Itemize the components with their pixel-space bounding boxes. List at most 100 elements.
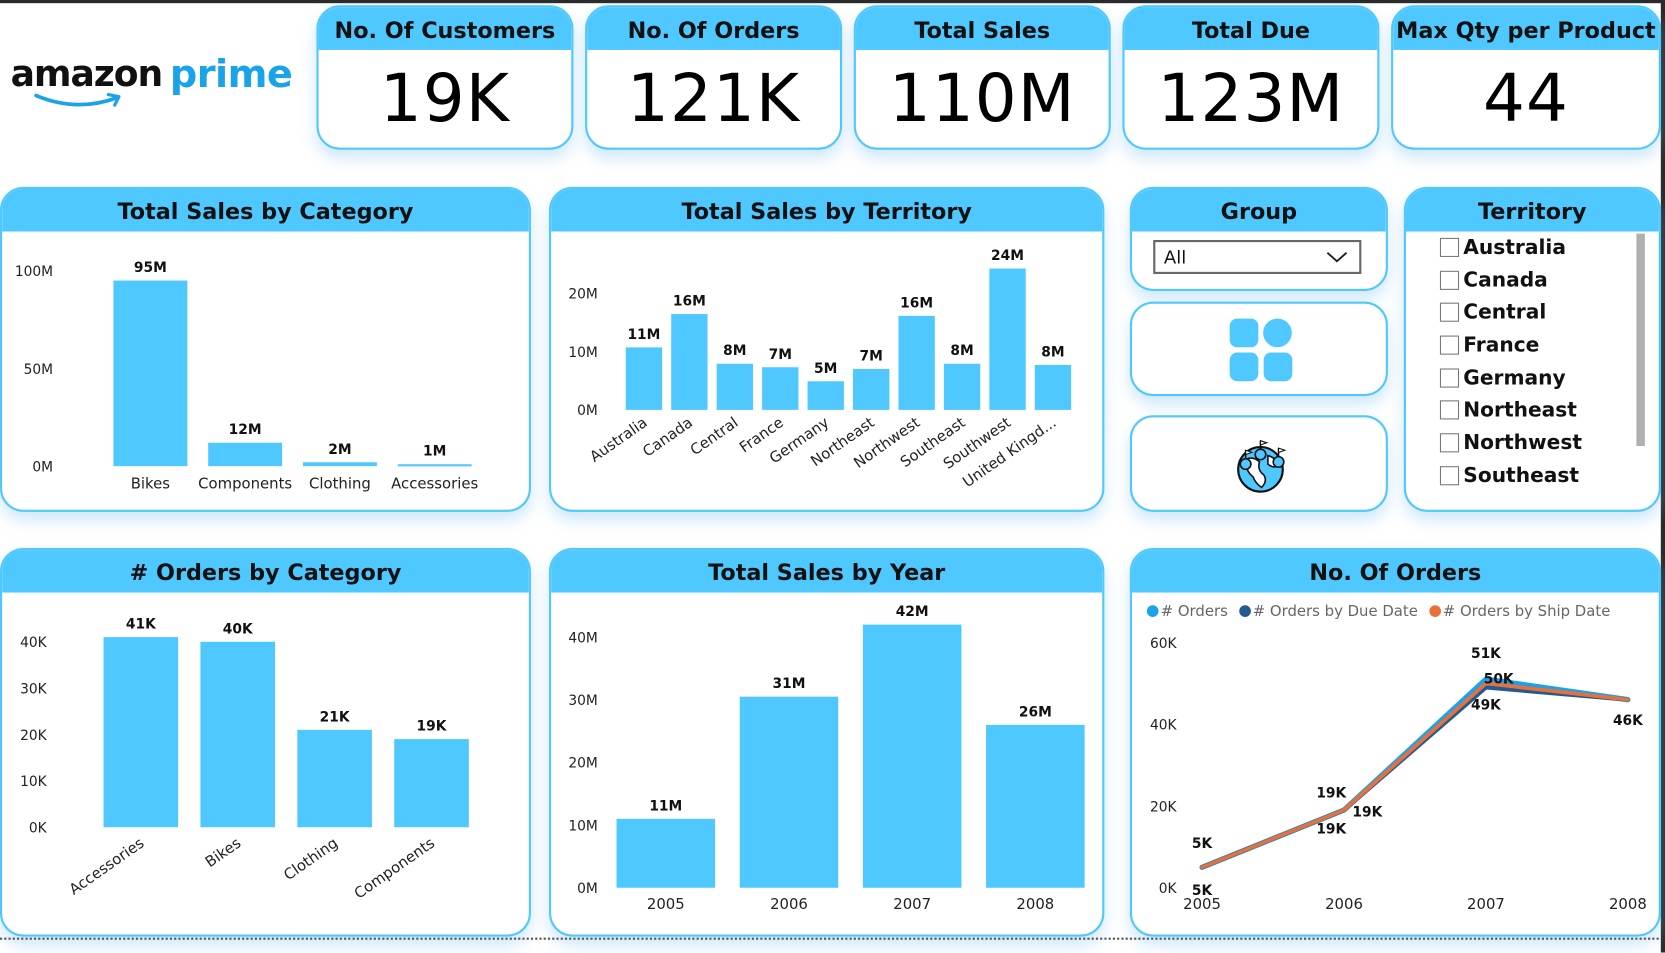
territory-label: Northeast	[1463, 398, 1577, 423]
legend-label: # Orders	[1160, 603, 1228, 621]
orders-by-category-chart: 0K 10K 20K 30K 40K 41K Accessories 40K Bikes 21K C…	[20, 617, 469, 902]
y-tick-label: 100M	[15, 264, 53, 280]
chart-title: Total Sales by Territory	[551, 189, 1103, 232]
chart-title: # Orders by Category	[2, 550, 529, 593]
data-label: 40K	[223, 621, 254, 637]
chart-title: Total Sales by Year	[551, 550, 1103, 593]
data-label: 1M	[423, 444, 446, 460]
y-tick-label: 0M	[32, 459, 53, 475]
legend-item-ship-date[interactable]: # Orders by Ship Date	[1428, 603, 1610, 620]
kpi-value: 19K	[379, 59, 511, 137]
y-tick-label: 50M	[24, 362, 53, 378]
checkbox[interactable]	[1439, 237, 1460, 257]
data-label: 50K	[1484, 671, 1515, 687]
amazon-prime-logo: amazon prime	[11, 53, 298, 117]
territory-item-northwest[interactable]: Northwest	[1406, 429, 1659, 462]
legend-item-due-date[interactable]: # Orders by Due Date	[1238, 603, 1418, 621]
window-right-border	[1660, 0, 1665, 953]
data-label: 2M	[328, 442, 351, 458]
data-label: 8M	[1041, 344, 1064, 360]
x-category-label: Clothing	[280, 834, 341, 884]
kpi-card-customers: No. Of Customers 19K	[316, 5, 574, 150]
y-tick-label: 10M	[568, 818, 597, 834]
x-category-label: Clothing	[309, 474, 371, 492]
series-line-2	[1200, 681, 1630, 870]
bar	[671, 314, 708, 410]
checkbox[interactable]	[1439, 270, 1460, 290]
legend-dot-icon	[1238, 605, 1251, 617]
y-tick-label: 10K	[20, 774, 48, 790]
data-label: 24M	[991, 248, 1024, 264]
nav-button-overview[interactable]	[1129, 301, 1388, 397]
kpi-title: No. Of Customers	[318, 7, 572, 50]
bar	[986, 724, 1085, 888]
series-line-0	[1199, 676, 1631, 870]
legend-item-orders[interactable]: # Orders	[1146, 603, 1228, 621]
checkbox[interactable]	[1439, 303, 1460, 323]
checkbox[interactable]	[1439, 368, 1460, 388]
data-label: 51K	[1471, 646, 1502, 662]
y-tick-label: 20M	[568, 286, 597, 302]
y-tick-label: 20M	[568, 756, 597, 772]
legend-label: # Orders by Due Date	[1252, 603, 1418, 621]
checkbox[interactable]	[1439, 433, 1460, 453]
territory-item-france[interactable]: France	[1406, 331, 1659, 364]
data-label: 31M	[773, 676, 806, 692]
x-category-label: Components	[198, 474, 292, 492]
data-label: 19K	[417, 719, 448, 735]
legend-dot-icon	[1428, 605, 1441, 617]
data-label: 19K	[1352, 804, 1383, 820]
territory-item-southeast[interactable]: Southeast	[1406, 462, 1659, 495]
y-tick-label: 40K	[20, 635, 48, 651]
bar	[898, 315, 935, 410]
bar	[943, 363, 981, 410]
slicer-title: Group	[1131, 189, 1386, 232]
nav-button-map[interactable]	[1129, 415, 1388, 512]
kpi-card-total-sales: Total Sales 110M	[853, 5, 1111, 150]
territory-scrollbar[interactable]	[1636, 233, 1645, 446]
data-label: 7M	[860, 349, 883, 365]
y-tick-label: 30K	[20, 681, 48, 697]
territory-item-canada[interactable]: Canada	[1406, 266, 1659, 299]
x-category-label: 2006	[770, 895, 808, 913]
chart-card-no-of-orders: No. Of Orders # Orders # Orders by Due D…	[1129, 547, 1661, 937]
kpi-value: 44	[1482, 59, 1569, 137]
territory-item-germany[interactable]: Germany	[1406, 364, 1659, 397]
grid-icon	[1229, 318, 1293, 382]
territory-item-northeast[interactable]: Northeast	[1406, 397, 1659, 430]
checkbox[interactable]	[1439, 400, 1460, 420]
x-category-label: 2007	[893, 895, 931, 913]
no-of-orders-chart: 0K 20K 40K 60K 2005 2006 2007 2008 5K 19K 51K 46K 5K…	[1150, 636, 1647, 913]
data-label: 42M	[896, 604, 929, 620]
data-label: 26M	[1019, 704, 1052, 720]
territory-item-central[interactable]: Central	[1406, 299, 1659, 332]
group-slicer: Group All	[1129, 186, 1388, 291]
sales-by-territory-chart: 0M 10M 20M 11M Australia 16M Canada 8M Central 7M…	[568, 248, 1072, 491]
page-bottom-border	[0, 937, 1659, 940]
bar	[807, 381, 844, 410]
bar	[397, 464, 472, 467]
chart-legend: # Orders # Orders by Due Date # Orders b…	[1146, 603, 1617, 621]
x-category-label: 2005	[647, 895, 685, 913]
y-tick-label: 0K	[29, 821, 48, 837]
slicer-title: Territory	[1405, 189, 1659, 232]
bar	[200, 641, 276, 828]
checkbox[interactable]	[1439, 335, 1460, 355]
group-dropdown[interactable]: All	[1153, 239, 1362, 274]
checkbox[interactable]	[1439, 465, 1460, 486]
data-label: 7M	[769, 347, 792, 363]
group-dropdown-value: All	[1163, 247, 1187, 269]
territory-item-australia[interactable]: Australia	[1406, 234, 1659, 267]
kpi-card-orders: No. Of Orders 121K	[585, 5, 843, 150]
y-tick-label: 60K	[1150, 636, 1178, 652]
y-tick-label: 40K	[1150, 718, 1178, 734]
bar	[113, 280, 188, 467]
chart-title: Total Sales by Category	[2, 189, 529, 232]
y-tick-label: 30M	[568, 693, 597, 709]
x-category-label: 2008	[1016, 895, 1054, 913]
logo-amazon-text: amazon	[10, 53, 164, 96]
globe-pins-icon	[1237, 439, 1287, 493]
x-category-label: Central	[687, 413, 742, 459]
bar	[716, 363, 754, 410]
